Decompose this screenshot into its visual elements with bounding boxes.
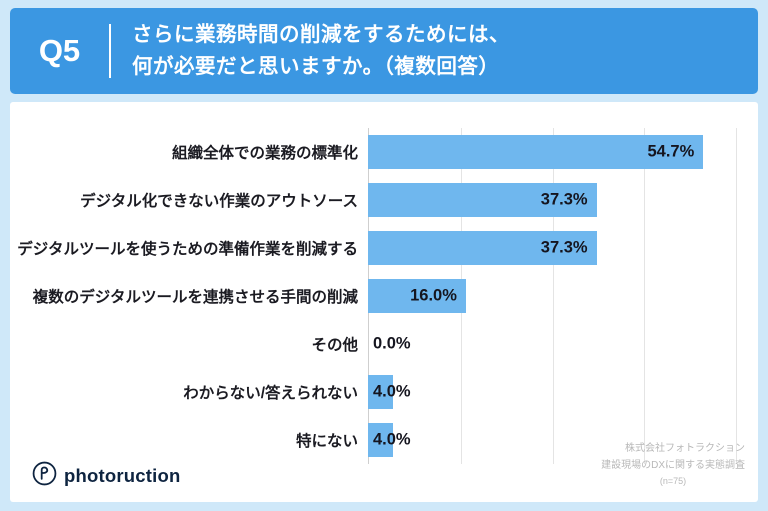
bar-chart: 組織全体での業務の標準化 54.7% デジタル化できない作業のアウトソース 37… <box>10 128 758 464</box>
bar-track: 37.3% <box>368 183 736 217</box>
bar-track: 16.0% <box>368 279 736 313</box>
bar <box>368 183 597 217</box>
bar-row: 複数のデジタルツールを連携させる手間の削減 16.0% <box>10 272 758 320</box>
bar-value-label: 54.7% <box>647 142 695 161</box>
bar-value-label: 4.0% <box>373 430 411 449</box>
category-label: 複数のデジタルツールを連携させる手間の削減 <box>32 289 358 306</box>
question-title: さらに業務時間の削減をするためには、 何が必要だと思いますか。（複数回答） <box>132 19 510 83</box>
category-label: 特にない <box>295 433 358 450</box>
bar-track: 0.0% <box>368 327 736 361</box>
gridline <box>552 128 554 464</box>
bar-row: デジタル化できない作業のアウトソース 37.3% <box>10 176 758 224</box>
bar-row: その他 0.0% <box>10 320 758 368</box>
bar-value-label: 4.0% <box>373 382 411 401</box>
bar <box>368 135 704 169</box>
bar-track: 4.0% <box>368 375 736 409</box>
bar-track: 4.0% <box>368 423 736 457</box>
bar-value-label: 37.3% <box>540 190 588 209</box>
header-divider <box>109 24 111 78</box>
category-label: 組織全体での業務の標準化 <box>171 145 358 162</box>
bar <box>368 375 393 409</box>
question-header: Q5 さらに業務時間の削減をするためには、 何が必要だと思いますか。（複数回答） <box>10 8 758 94</box>
bar <box>368 423 393 457</box>
source-survey-name: 建設現場のDXに関する実態調査 <box>601 459 745 471</box>
bar-track: 37.3% <box>368 231 736 265</box>
category-label: デジタル化できない作業のアウトソース <box>80 193 358 210</box>
source-company: 株式会社フォトラクション <box>625 443 745 455</box>
photoruction-logo-text: photoruction <box>64 465 181 486</box>
gridline <box>736 128 737 464</box>
bar-track: 54.7% <box>368 135 736 169</box>
bar-value-label: 16.0% <box>410 286 457 305</box>
category-label: デジタルツールを使うための準備作業を削減する <box>17 241 358 258</box>
gridline <box>644 128 646 464</box>
bar-row: デジタルツールを使うための準備作業を削減する 37.3% <box>10 224 758 272</box>
category-label: その他 <box>311 337 358 354</box>
bar-row: 組織全体での業務の標準化 54.7% <box>10 128 758 176</box>
question-number: Q5 <box>38 33 81 68</box>
bar-row: わからない/答えられない 4.0% <box>10 368 758 416</box>
bar <box>368 231 597 265</box>
question-title-line1: さらに業務時間の削減をするためには、 <box>132 23 510 47</box>
bar-value-label: 37.3% <box>540 238 588 257</box>
bar <box>368 279 467 313</box>
question-title-line2: 何が必要だと思いますか。（複数回答） <box>132 55 500 78</box>
photoruction-logo-icon <box>32 461 57 491</box>
bar-row: 特にない 4.0% <box>10 416 758 464</box>
survey-source-note: 株式会社フォトラクション 建設現場のDXに関する実態調査 (n=75) <box>601 441 745 489</box>
photoruction-logo: photoruction <box>32 461 180 491</box>
category-label: わからない/答えられない <box>183 385 358 402</box>
chart-card: 組織全体での業務の標準化 54.7% デジタル化できない作業のアウトソース 37… <box>10 102 758 502</box>
bar-value-label: 0.0% <box>373 334 411 353</box>
source-sample-size: (n=75) <box>659 476 687 487</box>
